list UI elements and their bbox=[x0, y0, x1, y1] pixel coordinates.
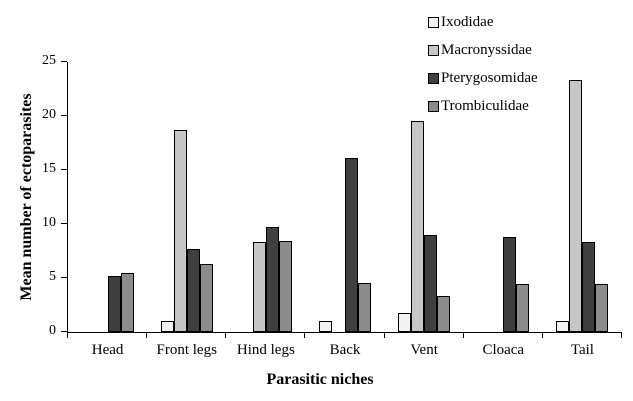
y-tick-label: 20 bbox=[42, 107, 56, 122]
y-tick-label: 10 bbox=[42, 215, 56, 230]
y-tick bbox=[61, 277, 67, 278]
bar-pterygosomidae-front-legs bbox=[186, 248, 200, 332]
legend-item-trombiculidae: Trombiculidae bbox=[428, 92, 538, 120]
x-tick bbox=[462, 332, 464, 338]
legend-item-ixodidae: Ixodidae bbox=[428, 8, 538, 36]
x-tick bbox=[541, 332, 543, 338]
legend-item-macronyssidae: Macronyssidae bbox=[428, 36, 538, 64]
x-category-label: Cloaca bbox=[482, 342, 525, 358]
y-tick bbox=[61, 223, 67, 224]
bar-trombiculidae-front-legs bbox=[199, 263, 213, 332]
x-category-label: Vent bbox=[410, 342, 438, 358]
y-tick bbox=[61, 61, 67, 62]
bar-macronyssidae-front-legs bbox=[173, 130, 187, 332]
bar-macronyssidae-tail bbox=[569, 80, 583, 332]
x-tick bbox=[146, 332, 148, 338]
y-tick-label: 15 bbox=[42, 161, 56, 176]
x-category-label: Tail bbox=[570, 342, 594, 358]
y-tick-label: 25 bbox=[42, 53, 56, 68]
legend-label: Pterygosomidae bbox=[441, 69, 538, 86]
bar-trombiculidae-cloaca bbox=[516, 284, 530, 332]
bar-pterygosomidae-head bbox=[107, 275, 121, 332]
legend-swatch-ixodidae bbox=[428, 16, 439, 28]
legend: Ixodidae Macronyssidae Pterygosomidae Tromb… bbox=[428, 8, 538, 120]
bar-trombiculidae-back bbox=[358, 283, 371, 332]
y-tick-label: 0 bbox=[49, 323, 56, 338]
x-category-label: Back bbox=[329, 342, 361, 358]
x-axis-title: Parasitic niches bbox=[266, 371, 374, 388]
x-tick bbox=[67, 332, 68, 338]
bar-ixodidae-vent bbox=[398, 312, 412, 332]
bar-pterygosomidae-cloaca bbox=[503, 236, 517, 332]
x-axis-line bbox=[67, 332, 622, 333]
x-tick bbox=[621, 332, 622, 338]
bar-trombiculidae-hind-legs bbox=[278, 241, 292, 332]
legend-swatch-macronyssidae bbox=[428, 44, 439, 56]
bar-trombiculidae-tail bbox=[595, 284, 609, 332]
y-tick-label: 5 bbox=[49, 269, 56, 284]
x-tick bbox=[383, 332, 385, 338]
y-tick bbox=[61, 115, 67, 116]
bar-pterygosomidae-vent bbox=[424, 234, 438, 332]
bar-pterygosomidae-back bbox=[345, 158, 358, 332]
x-category-label: Hind legs bbox=[236, 342, 295, 358]
x-tick bbox=[225, 332, 227, 338]
bar-macronyssidae-vent bbox=[411, 121, 425, 332]
bar-pterygosomidae-hind-legs bbox=[265, 227, 279, 332]
x-tick bbox=[304, 332, 306, 338]
legend-label: Ixodidae bbox=[441, 13, 494, 30]
bar-macronyssidae-hind-legs bbox=[252, 242, 266, 332]
bar-trombiculidae-vent bbox=[437, 296, 451, 332]
x-category-label: Head bbox=[91, 342, 124, 358]
legend-label: Macronyssidae bbox=[441, 41, 532, 58]
y-axis-line bbox=[67, 62, 68, 333]
legend-item-pterygosomidae: Pterygosomidae bbox=[428, 64, 538, 92]
bar-ixodidae-front-legs bbox=[160, 321, 174, 332]
legend-swatch-trombiculidae bbox=[428, 100, 439, 112]
y-tick bbox=[61, 169, 67, 170]
legend-label: Trombiculidae bbox=[441, 97, 529, 114]
x-category-label: Front legs bbox=[156, 342, 217, 358]
bar-trombiculidae-head bbox=[120, 272, 134, 332]
bar-ixodidae-tail bbox=[556, 321, 570, 332]
bar-ixodidae-back bbox=[319, 321, 332, 332]
bar-pterygosomidae-tail bbox=[582, 242, 596, 332]
legend-swatch-pterygosomidae bbox=[428, 72, 439, 84]
y-tick bbox=[61, 331, 67, 332]
